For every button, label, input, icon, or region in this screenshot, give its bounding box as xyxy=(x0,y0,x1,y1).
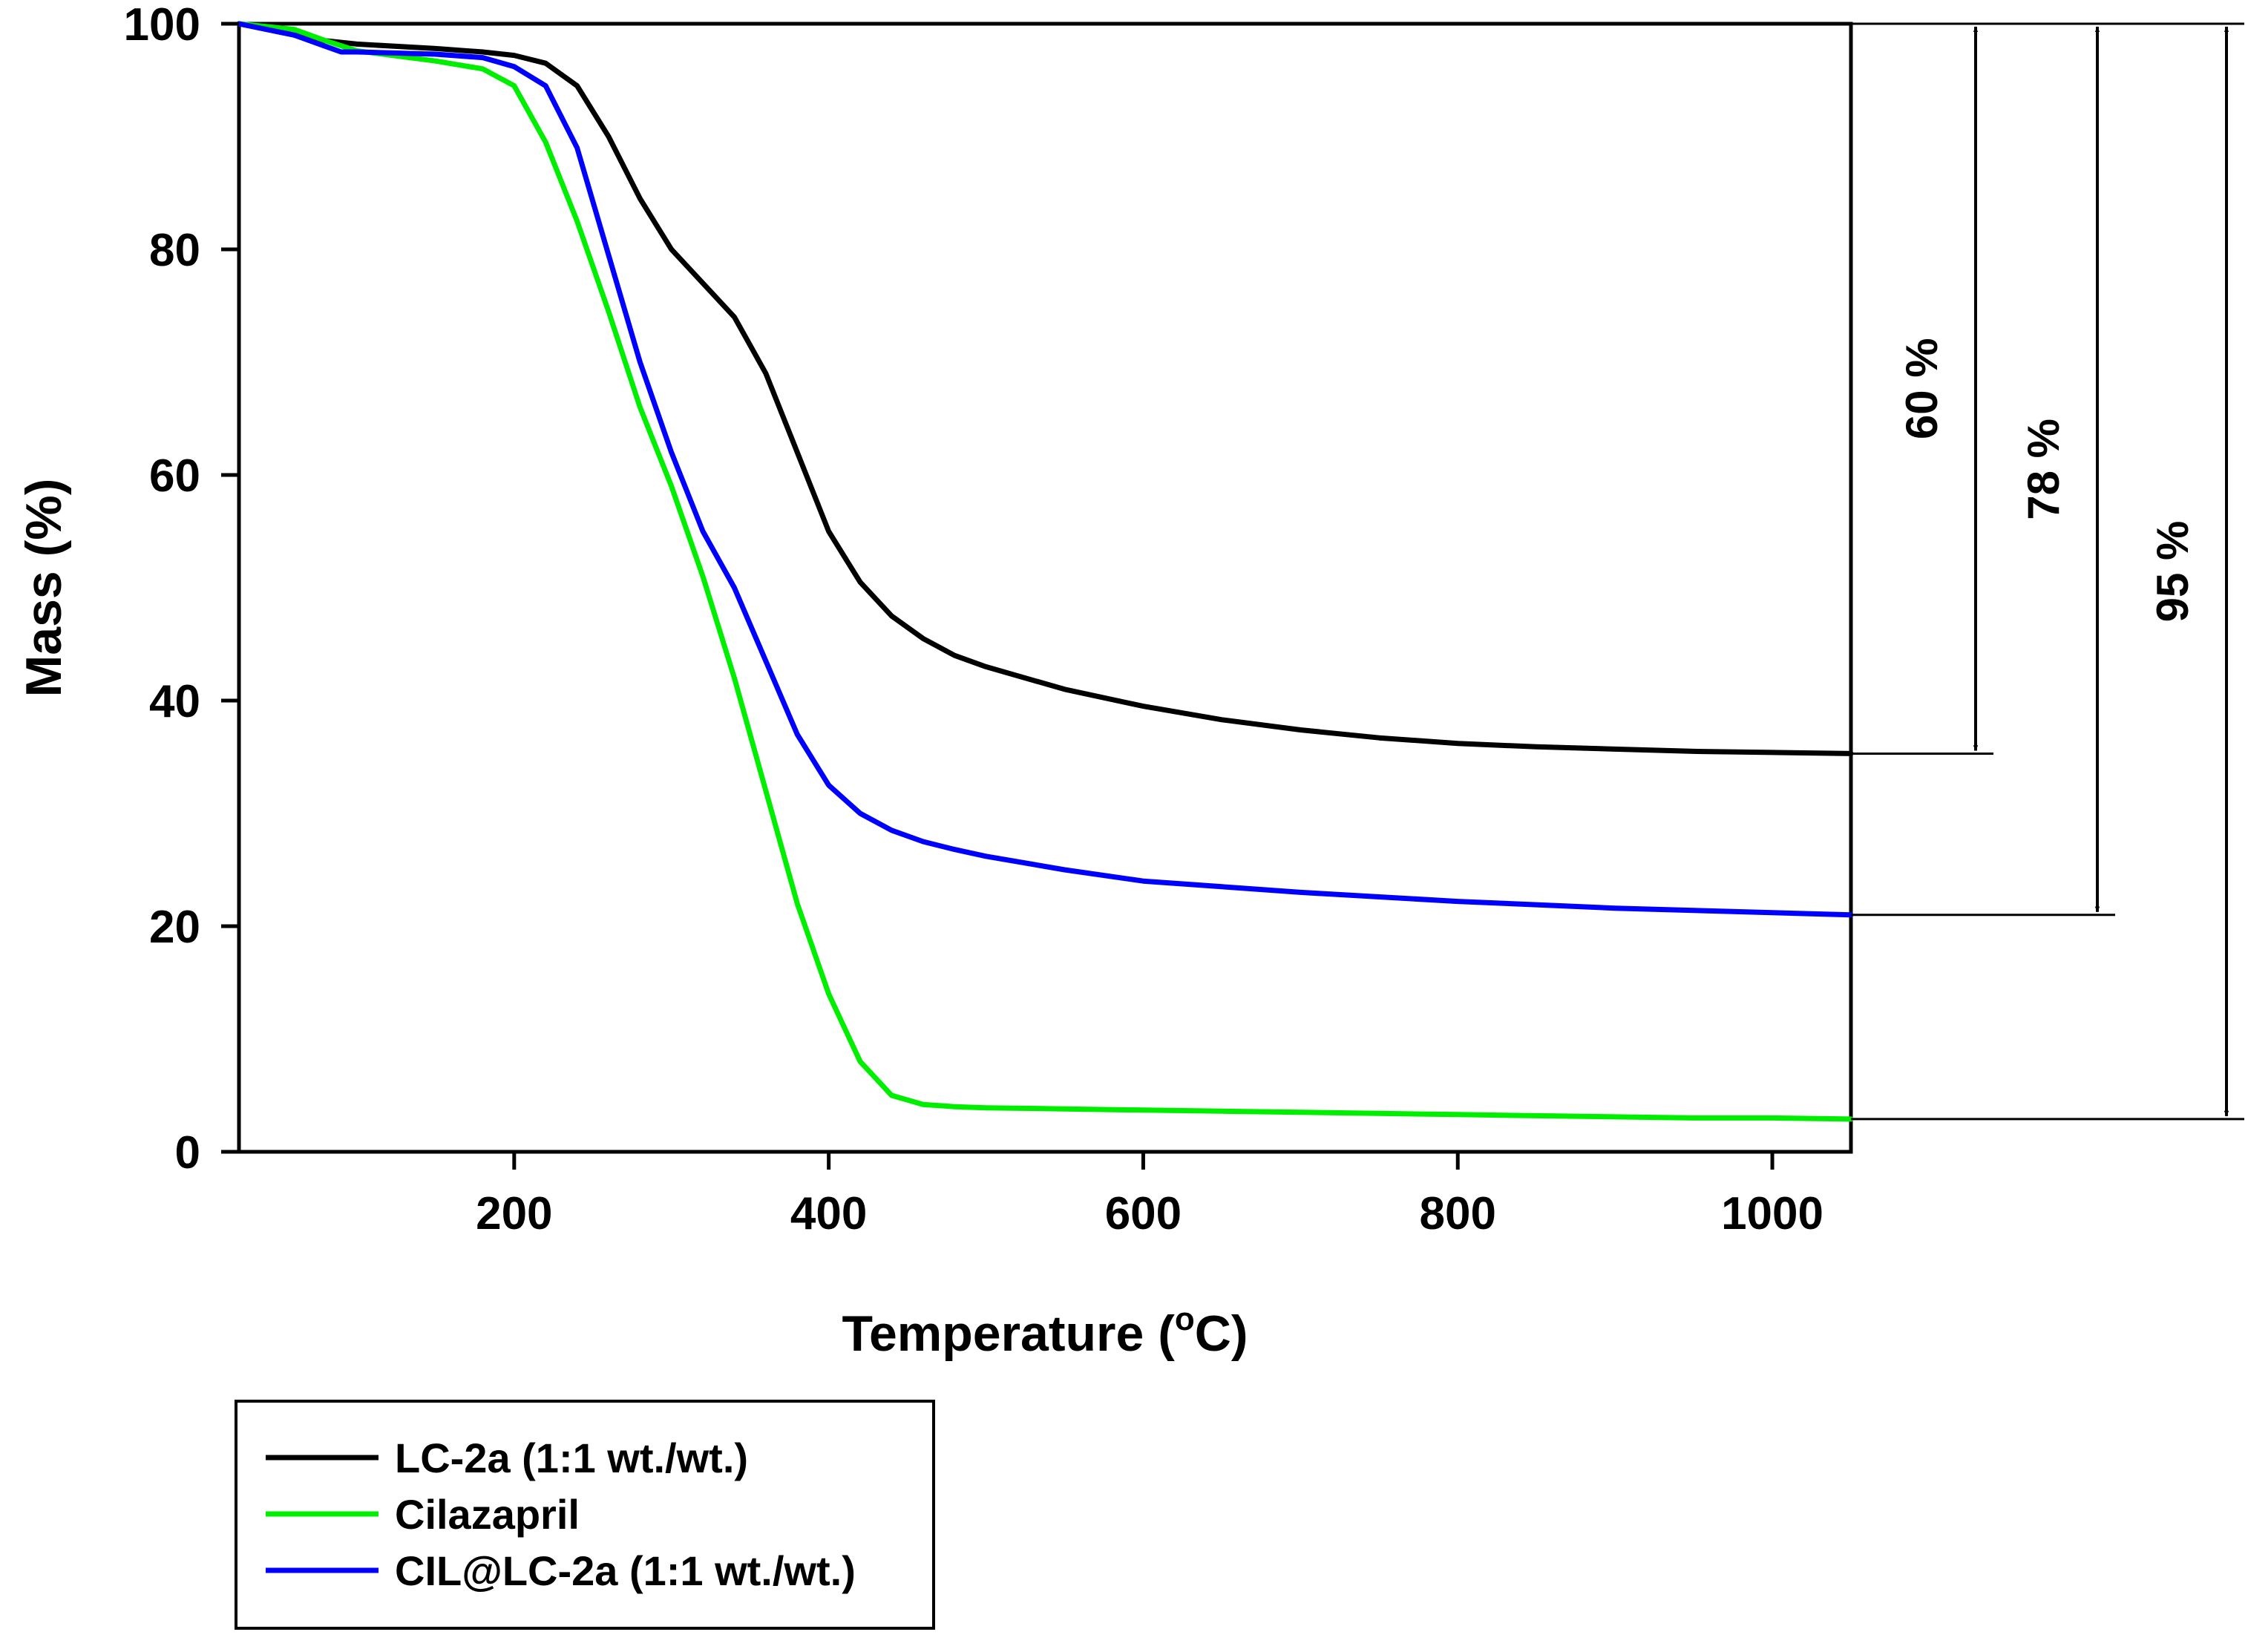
y-tick-label: 100 xyxy=(124,0,200,50)
series-line-0 xyxy=(236,21,1854,756)
legend-label-lc2a: LC-2a (1:1 wt./wt.) xyxy=(395,1435,748,1481)
series-layer xyxy=(236,21,1854,1122)
x-tick-label: 200 xyxy=(476,1188,552,1239)
y-tick-label: 20 xyxy=(149,902,200,953)
legend-box xyxy=(235,1400,935,1630)
annotation-label: 60 % xyxy=(1897,338,1947,439)
annotation-label: 78 % xyxy=(2019,419,2068,520)
x-axis-ticks: 200 400 600 800 1000 xyxy=(476,1152,1823,1239)
legend-label-cilazapril: Cilazapril xyxy=(395,1491,580,1538)
y-tick-label: 40 xyxy=(149,676,200,727)
x-axis-title: Temperature (oC) xyxy=(842,1301,1248,1362)
x-tick-label: 400 xyxy=(790,1188,867,1239)
y-tick-label: 80 xyxy=(149,225,200,276)
x-axis-title-unit: C) xyxy=(1195,1305,1248,1362)
plot-frame xyxy=(237,22,1853,1154)
y-axis-title: Mass (%) xyxy=(16,479,72,698)
x-tick-label: 800 xyxy=(1420,1188,1496,1239)
x-tick-label: 600 xyxy=(1105,1188,1182,1239)
annotation-label: 95 % xyxy=(2148,521,2198,623)
x-tick-label: 1000 xyxy=(1721,1188,1823,1239)
legend-label-cil-lc2a: CIL@LC-2a (1:1 wt./wt.) xyxy=(395,1547,856,1594)
series-line-1 xyxy=(236,21,1854,1122)
legend-entry-cilazapril: Cilazapril xyxy=(266,1491,580,1538)
legend-entry-cil-lc2a: CIL@LC-2a (1:1 wt./wt.) xyxy=(266,1547,856,1594)
mass-loss-annotations: 60 % 78 % 95 % xyxy=(1851,22,2244,1121)
y-axis-ticks: 0 20 40 60 80 100 xyxy=(124,0,239,1179)
x-axis-title-main: Temperature ( xyxy=(842,1305,1175,1362)
legend-entry-lc2a: LC-2a (1:1 wt./wt.) xyxy=(266,1435,748,1481)
series-line-2 xyxy=(236,21,1854,918)
x-axis-degree-symbol: o xyxy=(1175,1301,1195,1337)
y-tick-label: 0 xyxy=(175,1127,200,1179)
y-tick-label: 60 xyxy=(149,450,200,502)
